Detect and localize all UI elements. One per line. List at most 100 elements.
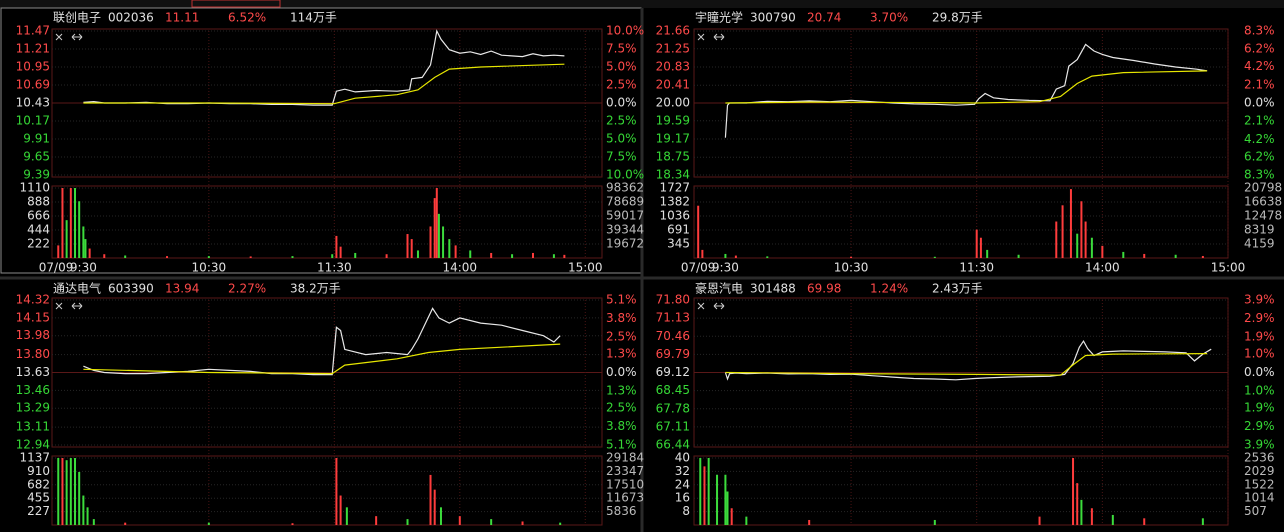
header-change: 1.24% (870, 282, 908, 296)
volume-tick-label: 682 (27, 477, 50, 491)
date-label: 07/09 (681, 261, 716, 275)
volume-bar (1072, 458, 1075, 525)
y-tick-label: 66.44 (656, 438, 690, 452)
volume-bar (1080, 201, 1083, 258)
volume-bar (335, 235, 338, 258)
y2-tick-label: 2.5% (606, 114, 637, 128)
volume-bar (1122, 251, 1125, 258)
volume-y2-tick-label: 8319 (1244, 223, 1275, 237)
date-label: 07/09 (39, 261, 74, 275)
active-tab[interactable] (191, 0, 281, 8)
volume-tick-label: 1110 (19, 181, 50, 195)
y-tick-label: 11.47 (16, 24, 50, 38)
header-name: 联创电子 (53, 11, 101, 25)
y-tick-label: 11.21 (16, 42, 50, 56)
expand-icon[interactable] (713, 33, 725, 41)
volume-bar (703, 466, 706, 525)
volume-bar (975, 229, 978, 258)
volume-bar (339, 495, 342, 525)
header-turnover: 114万手 (290, 11, 337, 25)
average-line (83, 63, 565, 105)
volume-tick-label: 888 (27, 195, 50, 209)
x-tick-label: 10:30 (834, 261, 869, 275)
volume-bar (92, 519, 95, 525)
volume-y2-tick-label: 1014 (1244, 491, 1275, 505)
expand-icon[interactable] (713, 302, 725, 310)
y-tick-label: 13.46 (16, 383, 50, 397)
volume-y2-tick-label: 23347 (606, 464, 644, 478)
volume-bar (429, 226, 432, 258)
y2-tick-label: 2.9% (1244, 311, 1275, 325)
tab-strip (0, 0, 1284, 8)
y-tick-label: 18.75 (656, 150, 690, 164)
volume-tick-label: 666 (27, 209, 50, 223)
y-tick-label: 13.29 (16, 401, 50, 415)
volume-bar (78, 201, 81, 258)
volume-bar (375, 516, 378, 525)
y2-tick-label: 0.0% (1244, 365, 1275, 379)
y-tick-label: 69.12 (656, 365, 690, 379)
volume-bar (86, 507, 89, 525)
volume-plot-frame (51, 455, 603, 526)
volume-bar (511, 254, 514, 258)
y-tick-label: 13.98 (16, 328, 50, 342)
volume-bar (1069, 189, 1072, 258)
volume-bar (699, 458, 702, 525)
y2-tick-label: 1.3% (606, 383, 637, 397)
y2-tick-label: 1.9% (1244, 330, 1275, 344)
x-tick-label: 9:30 (712, 261, 739, 275)
y-tick-label: 19.17 (656, 132, 690, 146)
y-tick-label: 67.11 (656, 419, 690, 433)
volume-bar (1055, 221, 1058, 258)
volume-bar (61, 458, 64, 525)
y2-tick-label: 2.5% (606, 329, 637, 343)
volume-bar (563, 254, 566, 258)
volume-plot-frame (693, 185, 1229, 259)
volume-bar (490, 519, 493, 525)
volume-bar (78, 471, 81, 525)
volume-bar (442, 226, 445, 258)
y2-tick-label: 3.8% (606, 311, 637, 325)
volume-tick-label: 40 (675, 451, 690, 465)
volume-bar (1080, 499, 1083, 525)
expand-icon[interactable] (71, 302, 83, 310)
y-tick-label: 9.39 (23, 168, 50, 182)
header-code: 300790 (750, 11, 796, 25)
y2-tick-label: 5.0% (606, 60, 637, 74)
y2-tick-label: 6.2% (1244, 42, 1275, 56)
volume-bar (84, 239, 87, 258)
volume-bar (166, 256, 169, 258)
x-tick-label: 11:30 (959, 261, 994, 275)
y-tick-label: 18.34 (656, 168, 690, 182)
volume-y2-tick-label: 12478 (1244, 209, 1282, 223)
volume-bar (724, 253, 727, 258)
volume-bar (335, 458, 338, 525)
volume-tick-label: 222 (27, 237, 50, 251)
y-tick-label: 14.15 (16, 310, 50, 324)
volume-y2-tick-label: 59017 (606, 209, 644, 223)
volume-bar (82, 495, 85, 525)
volume-bar (724, 474, 727, 525)
volume-tick-label: 910 (27, 464, 50, 478)
volume-bar (850, 256, 853, 258)
y-tick-label: 19.59 (656, 113, 690, 127)
volume-bar (82, 226, 85, 258)
volume-bar (707, 458, 710, 525)
volume-bar (345, 507, 348, 525)
y-tick-label: 68.45 (656, 383, 690, 397)
y2-tick-label: 1.0% (1244, 346, 1275, 360)
volume-bar (734, 255, 737, 258)
volume-bar (406, 519, 409, 525)
header-turnover: 38.2万手 (290, 282, 341, 296)
volume-tick-label: 691 (667, 222, 690, 236)
y-tick-label: 10.69 (16, 78, 50, 92)
volume-y2-tick-label: 16638 (1244, 195, 1282, 209)
volume-y2-tick-label: 19672 (606, 237, 644, 251)
volume-bar (521, 521, 524, 525)
volume-bar (65, 460, 68, 525)
expand-icon[interactable] (71, 33, 83, 41)
volume-bar (69, 458, 72, 525)
volume-y2-tick-label: 78689 (606, 195, 644, 209)
header-price: 13.94 (165, 282, 199, 296)
volume-bar (1174, 254, 1177, 258)
